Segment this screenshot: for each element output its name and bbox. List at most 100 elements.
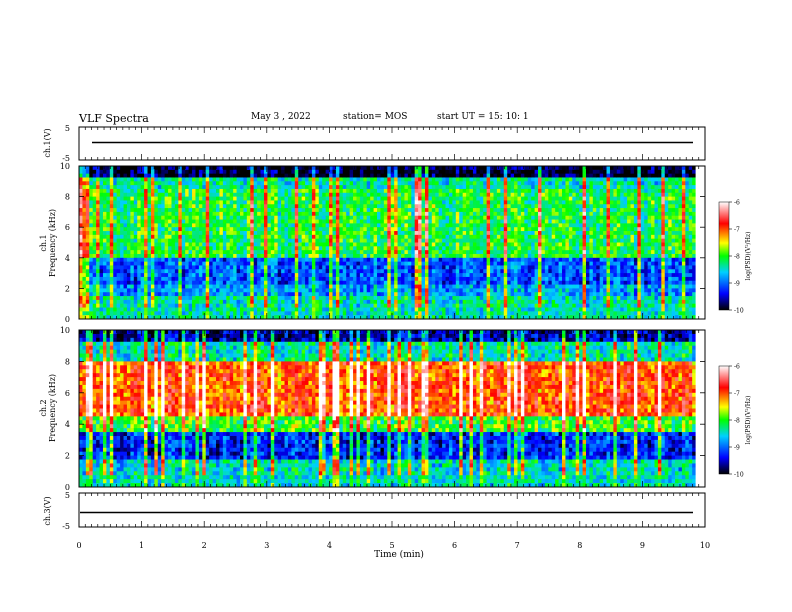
spectrogram-cell bbox=[363, 185, 368, 190]
spectrogram-cell bbox=[387, 169, 392, 175]
spectrogram-cell bbox=[329, 284, 333, 289]
spectrogram-cell bbox=[325, 196, 330, 201]
spectrogram-cell bbox=[284, 192, 289, 198]
spectrogram-cell bbox=[428, 246, 433, 251]
spectrogram-cell bbox=[219, 307, 224, 312]
spectrogram-cell bbox=[490, 200, 494, 205]
spectrogram-cell bbox=[106, 265, 111, 270]
spectrogram-cell bbox=[308, 292, 313, 297]
spectrogram-cell bbox=[294, 208, 299, 213]
spectrogram-cell bbox=[438, 166, 443, 171]
spectrogram-cell bbox=[106, 177, 111, 182]
spectrogram-cell bbox=[157, 185, 162, 190]
spectrogram-cell bbox=[486, 315, 491, 320]
spectrogram-cell bbox=[82, 177, 87, 182]
spectrogram-cell bbox=[380, 211, 385, 217]
spectrogram-cell bbox=[85, 315, 90, 320]
spectrogram-cell bbox=[356, 284, 361, 289]
spectrogram-cell bbox=[120, 234, 124, 240]
spectrogram-cell bbox=[106, 307, 111, 312]
spectrogram-cell bbox=[99, 250, 104, 255]
spectrogram-cell bbox=[150, 166, 155, 171]
spectrogram-cell bbox=[209, 303, 213, 308]
spectrogram-cell bbox=[503, 219, 508, 224]
spectrogram-cell bbox=[455, 181, 460, 186]
spectrogram-cell bbox=[469, 177, 474, 182]
spectrogram-cell bbox=[479, 250, 484, 255]
spectrogram-cell bbox=[274, 200, 279, 205]
spectrogram-cell bbox=[438, 238, 443, 243]
spectrogram-cell bbox=[329, 288, 333, 293]
spectrogram-cell bbox=[188, 188, 193, 194]
spectrogram-cell bbox=[503, 181, 508, 186]
spectrogram-cell bbox=[161, 192, 166, 198]
spectrogram-cell bbox=[298, 238, 303, 243]
spectrogram-cell bbox=[349, 246, 354, 251]
spectrogram-cell bbox=[431, 284, 436, 289]
spectrogram-cell bbox=[493, 273, 498, 278]
spectrogram-cell bbox=[222, 181, 227, 186]
spectrogram-cell bbox=[342, 265, 347, 270]
spectrogram-cell bbox=[171, 238, 176, 243]
spectrogram-cell bbox=[329, 250, 333, 255]
spectrogram-cell bbox=[195, 192, 200, 198]
spectrogram-cell bbox=[130, 166, 135, 171]
spectrogram-cell bbox=[229, 204, 234, 209]
spectrogram-cell bbox=[113, 188, 118, 194]
spectrogram-cell bbox=[394, 192, 398, 198]
spectrogram-cell bbox=[168, 234, 172, 240]
spectrogram-cell bbox=[133, 296, 138, 301]
spectrogram-cell bbox=[250, 188, 255, 194]
spectrogram-cell bbox=[113, 173, 118, 178]
spectrogram-cell bbox=[394, 265, 398, 270]
spectrogram-cell bbox=[140, 192, 145, 198]
spectrogram-cell bbox=[253, 208, 258, 213]
spectrogram-cell bbox=[168, 204, 172, 209]
spectrogram-cell bbox=[243, 238, 248, 243]
spectrogram-cell bbox=[318, 296, 323, 301]
spectrogram-cell bbox=[418, 211, 422, 217]
spectrogram-cell bbox=[133, 261, 138, 266]
spectrogram-cell bbox=[397, 299, 402, 305]
spectrogram-cell bbox=[490, 231, 494, 236]
spectrogram-cell bbox=[322, 269, 327, 274]
spectrogram-cell bbox=[188, 284, 193, 289]
spectrogram-cell bbox=[157, 166, 162, 171]
spectrogram-cell bbox=[168, 188, 172, 194]
spectrogram-cell bbox=[431, 296, 436, 301]
spectrogram-cell bbox=[370, 192, 375, 198]
spectrogram-cell bbox=[99, 269, 104, 274]
spectrogram-cell bbox=[79, 177, 83, 182]
spectrogram-cell bbox=[335, 284, 340, 289]
spectrogram-cell bbox=[120, 261, 124, 266]
spectrogram-cell bbox=[383, 177, 388, 182]
spectrogram-cell bbox=[168, 181, 172, 186]
spectrogram-cell bbox=[469, 276, 474, 282]
spectrogram-cell bbox=[363, 284, 368, 289]
spectrogram-cell bbox=[339, 288, 344, 293]
spectrogram-cell bbox=[171, 227, 176, 232]
spectrogram-cell bbox=[157, 246, 162, 251]
spectrogram-cell bbox=[356, 276, 361, 282]
spectrogram-cell bbox=[192, 177, 196, 182]
spectrogram-cell bbox=[274, 315, 279, 320]
spectrogram-cell bbox=[233, 307, 237, 312]
spectrogram-cell bbox=[209, 261, 213, 266]
spectrogram-cell bbox=[202, 223, 207, 228]
spectrogram-cell bbox=[349, 181, 354, 186]
spectrogram-cell bbox=[353, 219, 357, 224]
spectrogram-cell bbox=[346, 177, 351, 182]
spectrogram-cell bbox=[424, 177, 429, 182]
spectrogram-cell bbox=[174, 211, 179, 217]
spectrogram-cell bbox=[466, 280, 470, 285]
spectrogram-cell bbox=[291, 311, 296, 316]
spectrogram-cell bbox=[305, 227, 309, 232]
spectrogram-cell bbox=[212, 299, 217, 305]
spectrogram-cell bbox=[315, 181, 320, 186]
spectrogram-cell bbox=[315, 292, 320, 297]
spectrogram-cell bbox=[401, 250, 405, 255]
spectrogram-cell bbox=[411, 273, 416, 278]
spectrogram-cell bbox=[383, 185, 388, 190]
spectrogram-cell bbox=[496, 246, 501, 251]
spectrogram-cell bbox=[185, 311, 190, 316]
